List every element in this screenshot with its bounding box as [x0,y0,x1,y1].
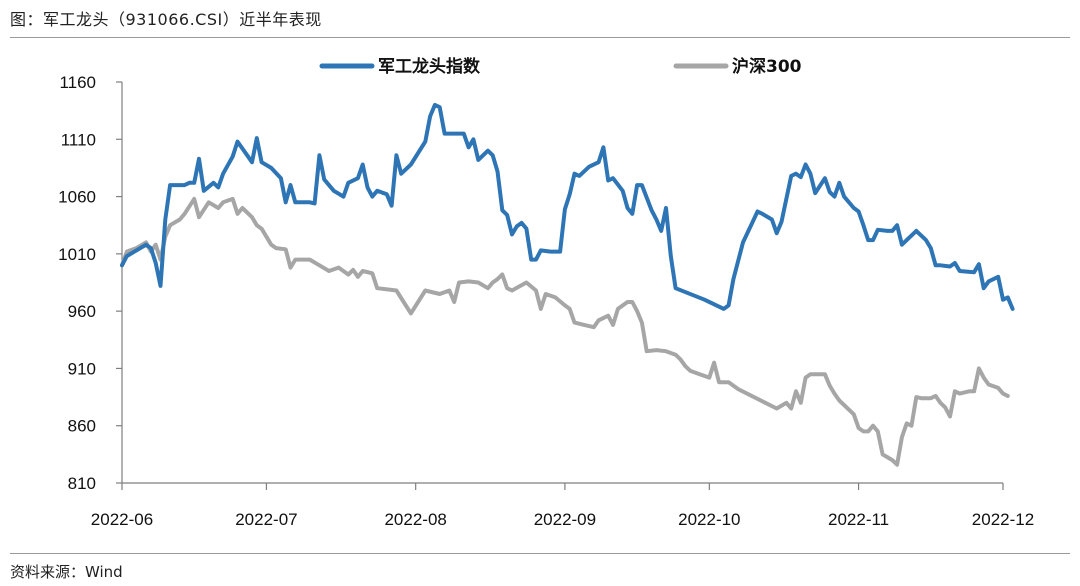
source-note: 资料来源：Wind [10,563,123,581]
y-tick-label: 1160 [59,73,96,92]
legend-label-2: 沪深300 [732,56,802,77]
x-axis: 2022-06 2022-07 2022-08 2022-09 2022-10 2022-… [91,482,1034,529]
series-line-1 [120,102,1015,311]
top-rule [10,37,1070,38]
y-tick-label: 860 [68,417,96,436]
y-axis: 1160 1110 1060 1010 960 910 860 810 [58,73,123,493]
x-tick-label: 2022-06 [91,510,153,529]
x-tick-label: 2022-10 [678,510,740,529]
legend-label-1: 军工龙头指数 [378,56,481,77]
y-tick-label: 1010 [58,245,96,264]
figure-title: 图：军工龙头（931066.CSI）近半年表现 [10,10,322,29]
y-tick-label: 960 [68,302,96,321]
x-tick-label: 2022-09 [534,510,596,529]
y-tick-label: 1060 [58,188,96,207]
series-line-2 [120,196,1010,467]
x-tick-label: 2022-11 [828,510,889,529]
y-tick-label: 1110 [61,130,96,149]
legend: 军工龙头指数 沪深300 [319,56,802,77]
x-tick-label: 2022-12 [972,510,1034,529]
x-tick-label: 2022-07 [235,510,297,529]
y-tick-label: 910 [68,359,96,378]
bottom-rule [10,553,1070,554]
series-lines [120,102,1015,467]
y-tick-label: 810 [68,474,96,493]
x-tick-label: 2022-08 [384,510,446,529]
